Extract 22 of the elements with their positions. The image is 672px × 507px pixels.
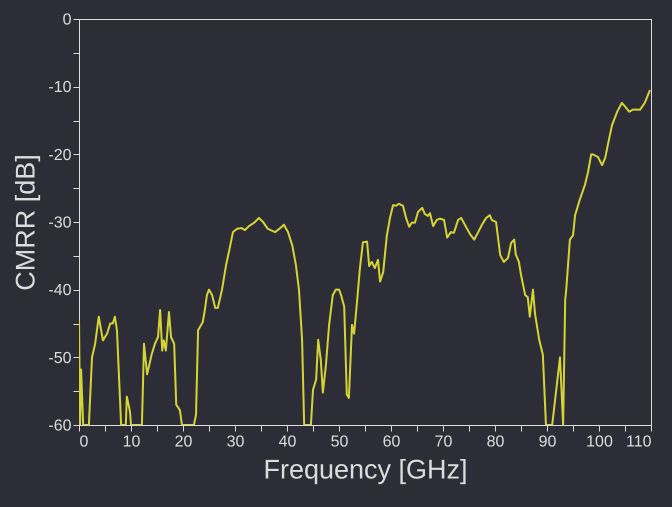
y-tick-label: -60	[48, 418, 72, 434]
y-tick-label: -40	[48, 282, 72, 300]
x-tick-label: 110	[626, 434, 652, 450]
y-tick-label: -50	[48, 350, 72, 367]
x-tick-label: 40	[278, 434, 296, 450]
y-tick-label: -10	[48, 79, 72, 96]
line-series	[79, 89, 651, 425]
y-axis-title: CMRR [dB]	[10, 154, 40, 291]
y-tick-label: 0	[62, 12, 72, 28]
x-tick-label: 60	[382, 434, 400, 450]
x-axis-title: Frequency [GHz]	[263, 454, 468, 484]
y-tick-label: -30	[48, 214, 72, 232]
x-tick-label: 70	[434, 434, 452, 450]
x-tick-label: 10	[122, 434, 140, 450]
x-tick-label: 0	[80, 434, 88, 450]
x-tick-label: 20	[174, 434, 192, 450]
x-tick-label: 80	[486, 434, 504, 450]
x-tick-label: 100	[586, 434, 613, 450]
y-tick-label: -20	[48, 146, 72, 164]
x-tick-label: 30	[226, 434, 244, 450]
x-tick-label: 90	[538, 434, 556, 450]
x-tick-label: 50	[330, 434, 348, 450]
